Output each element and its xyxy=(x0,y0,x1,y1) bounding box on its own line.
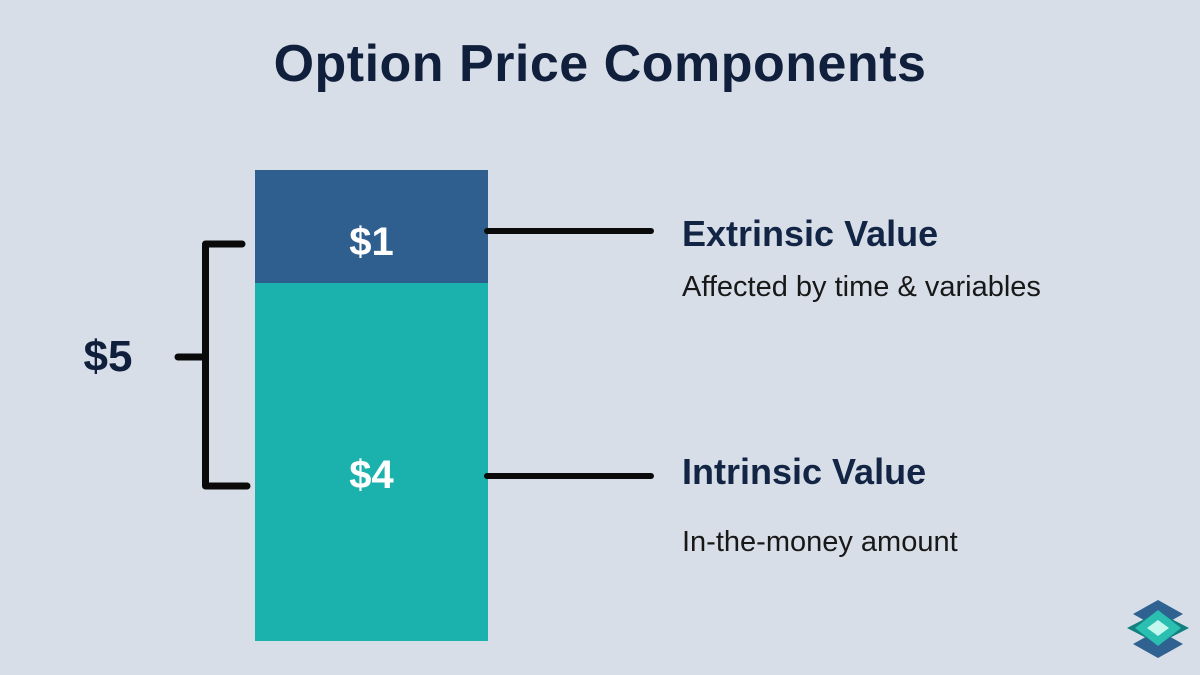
intrinsic-value-segment: $4 xyxy=(255,283,488,641)
intrinsic-callout-line xyxy=(484,473,654,479)
total-price-label: $5 xyxy=(83,332,133,381)
extrinsic-amount-label: $1 xyxy=(349,220,394,264)
bracket-spine xyxy=(202,240,251,490)
extrinsic-value-label: Extrinsic Value xyxy=(682,213,939,254)
extrinsic-value-segment: $1 xyxy=(255,170,488,283)
intrinsic-value-label: Intrinsic Value xyxy=(682,451,927,492)
extrinsic-value-description: Affected by time & variables xyxy=(682,271,1041,303)
intrinsic-value-description: In-the-money amount xyxy=(682,526,958,558)
stacked-bar: $1 $4 xyxy=(255,170,488,641)
extrinsic-callout-line xyxy=(484,228,654,234)
page-title: Option Price Components xyxy=(273,35,927,93)
total-bracket xyxy=(174,240,251,490)
logo-center-mint-diamond xyxy=(1147,620,1169,636)
intrinsic-amount-label: $4 xyxy=(349,453,394,497)
brand-logo xyxy=(1127,600,1189,658)
